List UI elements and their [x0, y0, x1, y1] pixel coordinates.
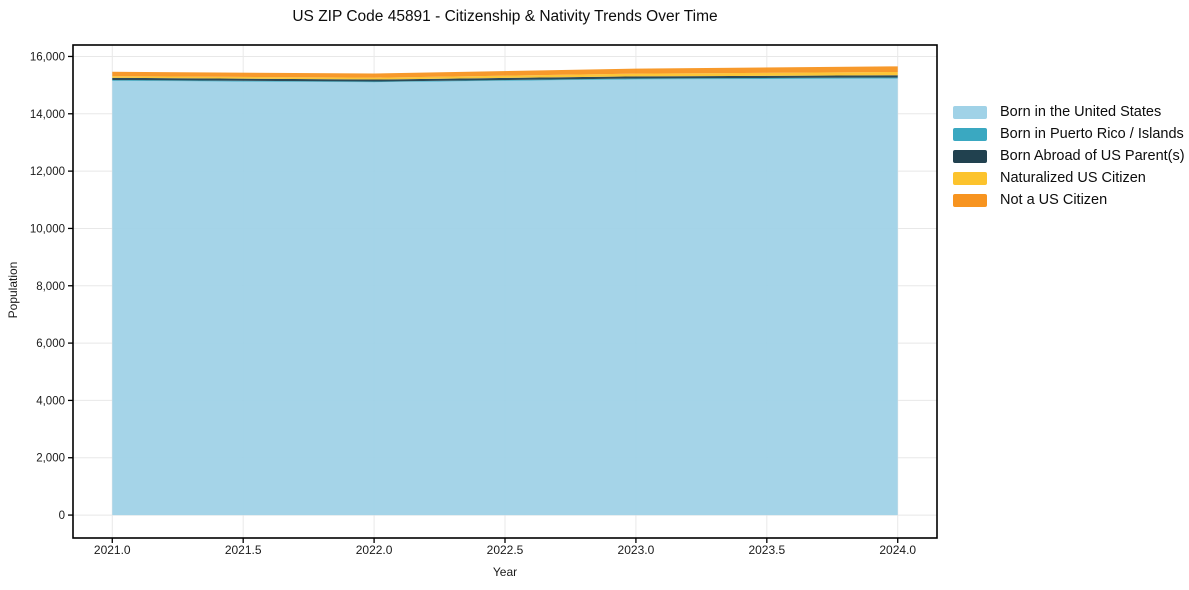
legend-swatch-icon — [953, 128, 987, 141]
x-tick-label: 2021.0 — [94, 543, 131, 557]
legend-label: Born Abroad of US Parent(s) — [1000, 148, 1185, 164]
legend-label: Not a US Citizen — [1000, 192, 1108, 208]
y-tick-label: 10,000 — [30, 223, 65, 235]
y-tick-label: 14,000 — [30, 109, 65, 121]
x-tick-label: 2024.0 — [879, 543, 916, 557]
area-series-0 — [112, 78, 898, 516]
legend-item-0: Born in the United States — [953, 105, 1185, 120]
x-tick-label: 2022.5 — [487, 543, 524, 557]
y-tick-label: 2,000 — [36, 453, 65, 465]
area-series-2 — [112, 75, 898, 82]
legend-item-2: Born Abroad of US Parent(s) — [953, 149, 1185, 164]
legend-swatch-icon — [953, 106, 987, 119]
legend-item-4: Not a US Citizen — [953, 193, 1185, 208]
y-tick-label: 0 — [59, 510, 65, 522]
y-tick-label: 6,000 — [36, 338, 65, 350]
legend-label: Born in the United States — [1000, 104, 1162, 120]
legend-swatch-icon — [953, 194, 987, 207]
legend-label: Born in Puerto Rico / Islands — [1000, 126, 1184, 142]
area-series-1 — [112, 77, 898, 83]
x-tick-label: 2023.5 — [748, 543, 785, 557]
x-axis-label: Year — [492, 565, 518, 579]
x-tick-label: 2022.0 — [356, 543, 393, 557]
legend-item-1: Born in Puerto Rico / Islands — [953, 127, 1185, 142]
y-tick-label: 16,000 — [30, 51, 65, 63]
legend-swatch-icon — [953, 172, 987, 185]
y-axis-label: Population — [6, 261, 20, 319]
x-tick-label: 2021.5 — [225, 543, 262, 557]
legend: Born in the United States Born in Puerto … — [953, 105, 1185, 215]
area-series-4 — [112, 66, 898, 78]
x-tick-label: 2023.0 — [618, 543, 655, 557]
chart-title: US ZIP Code 45891 - Citizenship & Nativi… — [292, 8, 718, 25]
area-series-3 — [112, 71, 898, 80]
legend-item-3: Naturalized US Citizen — [953, 171, 1185, 186]
legend-swatch-icon — [953, 150, 987, 163]
y-tick-label: 12,000 — [30, 166, 65, 178]
legend-label: Naturalized US Citizen — [1000, 170, 1146, 186]
y-tick-label: 4,000 — [36, 395, 65, 407]
y-tick-label: 8,000 — [36, 281, 65, 293]
